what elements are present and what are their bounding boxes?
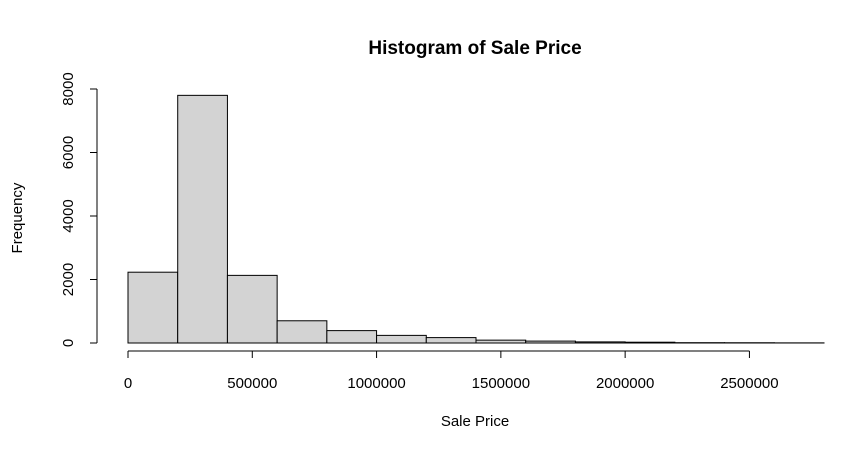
x-axis: 0 500000 1000000 1500000 2000000 2500000 [124, 350, 779, 392]
y-tick-label: 4000 [60, 199, 77, 232]
bars-group [127, 94, 825, 344]
y-axis-label: Frequency [9, 182, 26, 253]
y-tick-label: 8000 [60, 72, 77, 105]
histogram-bar-1 [177, 94, 228, 344]
histogram-bar-0 [127, 271, 179, 344]
x-tick-label: 1000000 [347, 375, 405, 392]
histogram-bar-9 [574, 341, 626, 344]
histogram-bar-2 [226, 274, 278, 344]
y-tick-label: 6000 [60, 136, 77, 169]
y-axis: 0 2000 4000 6000 8000 [60, 72, 98, 347]
x-tick-label: 2000000 [596, 375, 654, 392]
histogram-bar-7 [475, 339, 527, 344]
y-tick-label: 2000 [60, 263, 77, 296]
histogram-bar-8 [525, 340, 576, 344]
x-tick-label: 2500000 [720, 375, 778, 392]
histogram-bar-4 [326, 330, 378, 344]
x-tick-label: 500000 [227, 375, 277, 392]
histogram-bar-5 [376, 334, 427, 344]
y-tick-label: 0 [60, 339, 77, 347]
histogram-bar-10 [624, 341, 676, 344]
histogram-bar-3 [276, 320, 328, 344]
x-tick-label: 1500000 [472, 375, 530, 392]
x-tick-label: 0 [124, 375, 132, 392]
x-axis-label: Sale Price [441, 413, 509, 430]
chart-title: Histogram of Sale Price [368, 38, 581, 59]
histogram-bar-6 [425, 337, 477, 344]
